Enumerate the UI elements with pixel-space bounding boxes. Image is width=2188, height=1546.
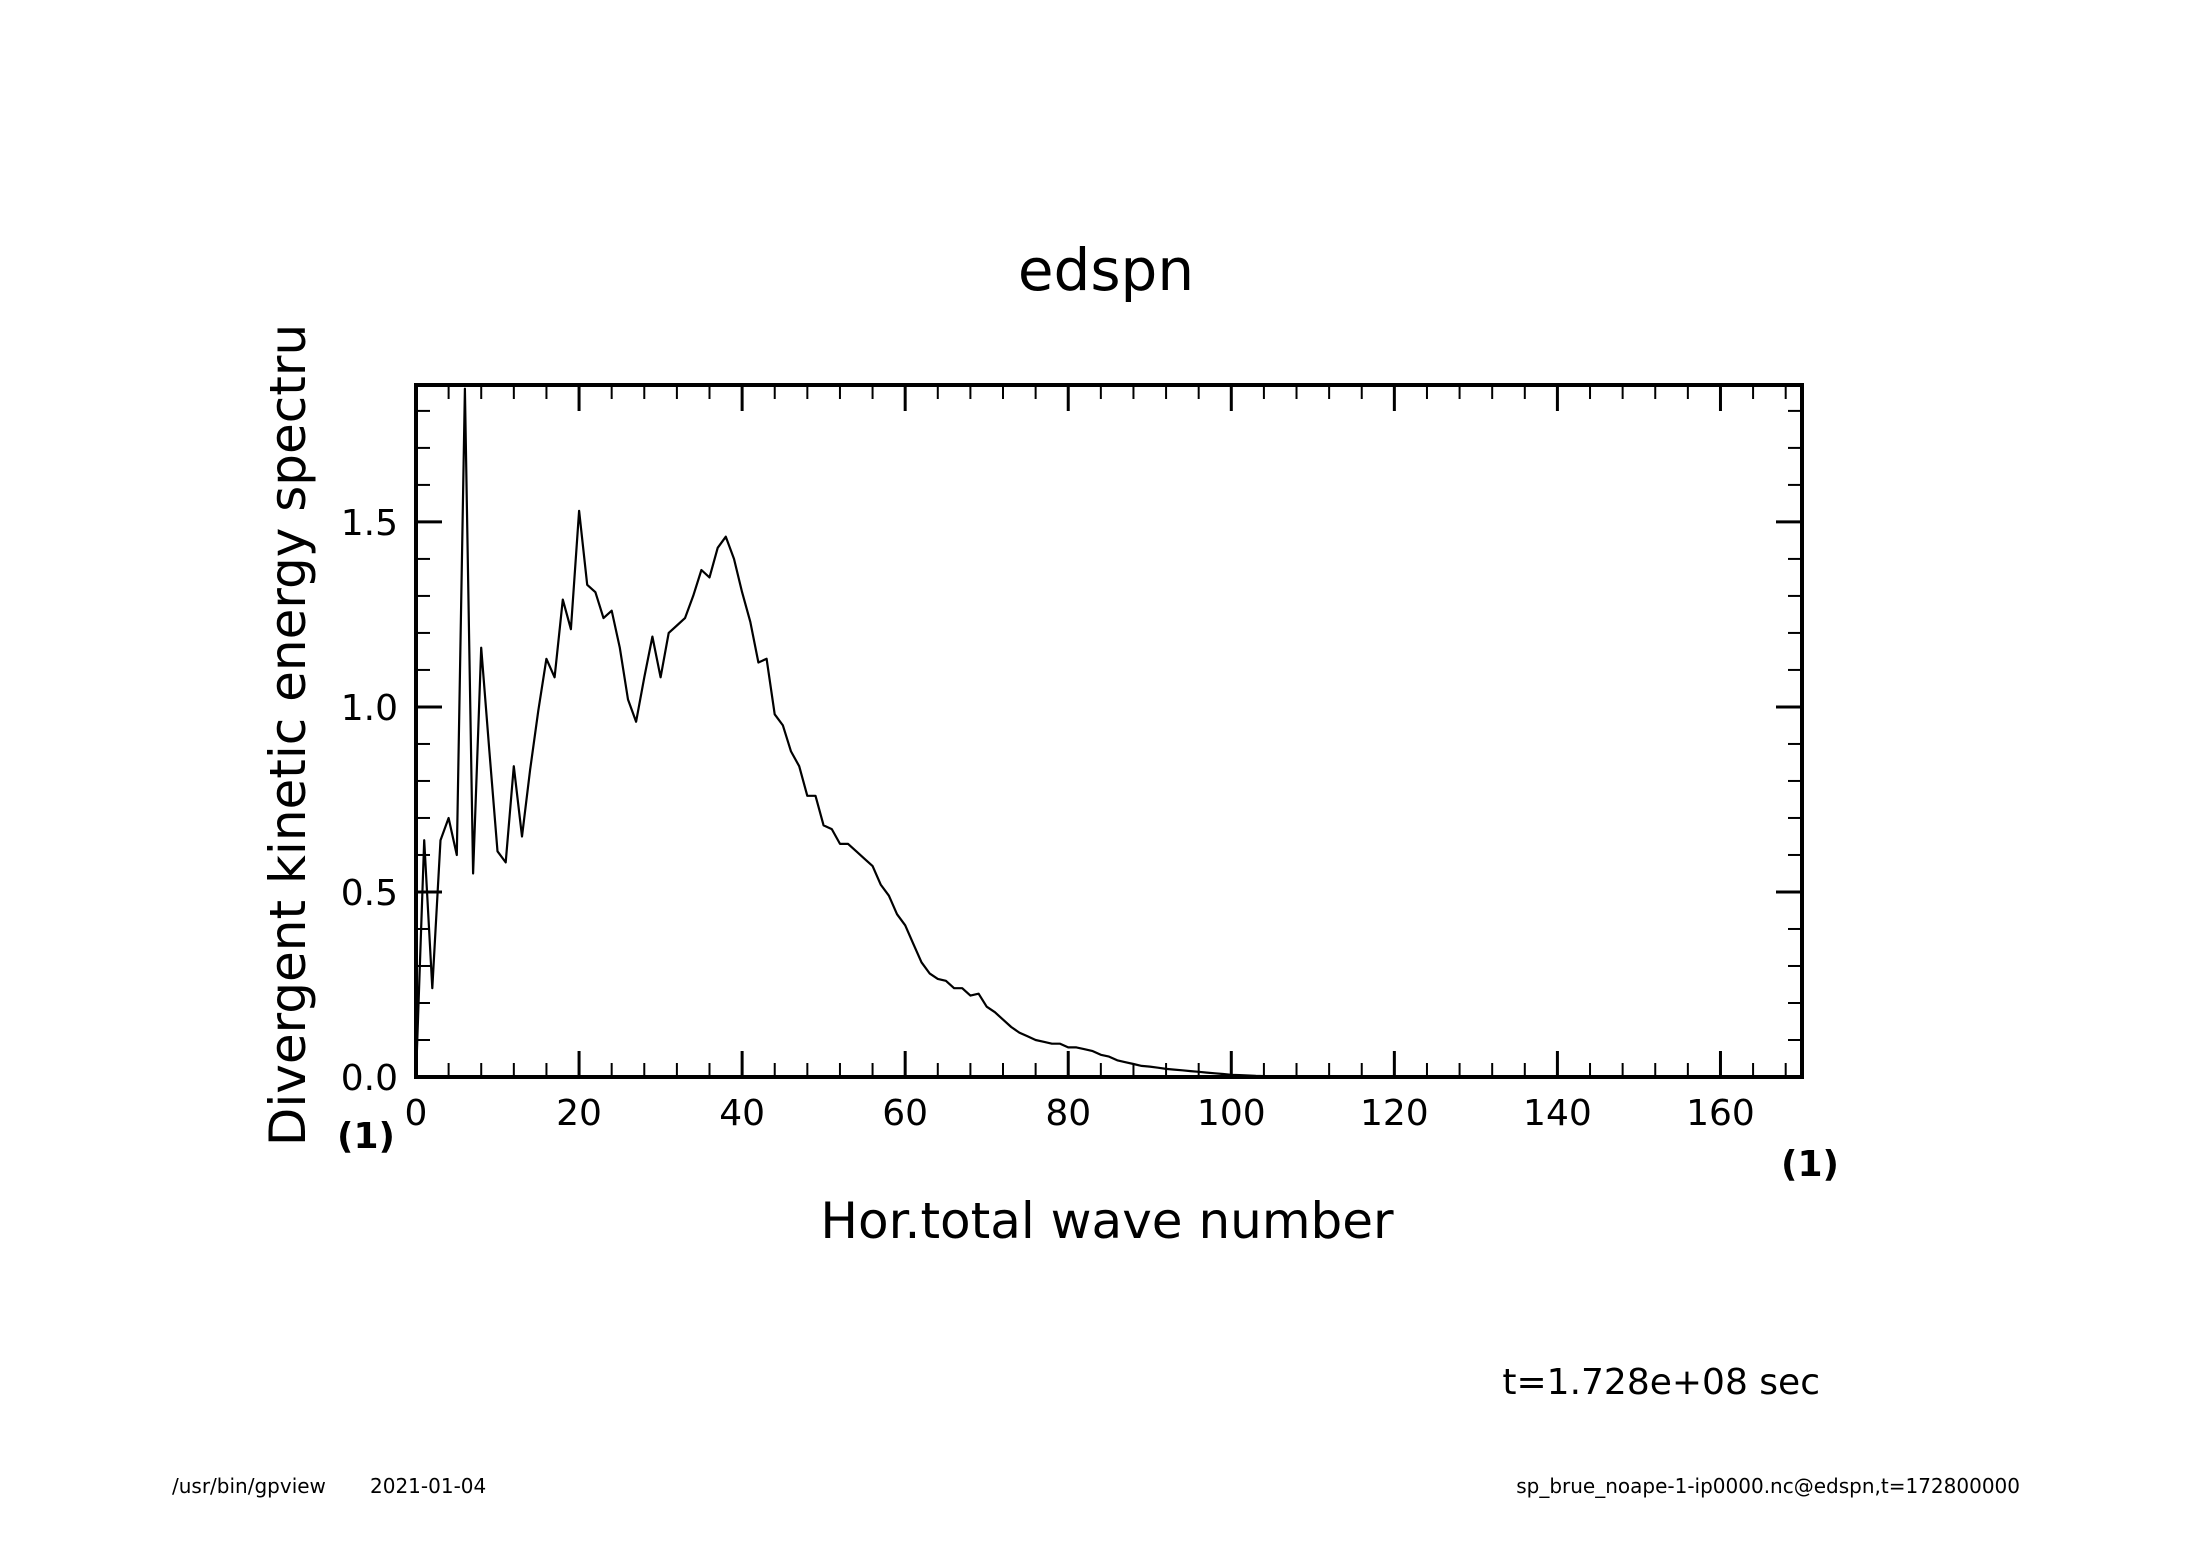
x-tick-label: 160: [1686, 1093, 1755, 1134]
x-tick-label: 140: [1523, 1093, 1592, 1134]
footer-date: 2021-01-04: [370, 1474, 487, 1498]
footer-program: /usr/bin/gpview: [172, 1474, 326, 1498]
plot-frame: [414, 383, 1804, 1079]
x-tick-label: 80: [1045, 1093, 1091, 1134]
x-tick-label: 60: [882, 1093, 928, 1134]
x-tick-label: 120: [1360, 1093, 1429, 1134]
x-tick-label: 20: [556, 1093, 602, 1134]
series-line: [414, 387, 1802, 1079]
time-annotation: t=1.728e+08 sec: [1502, 1362, 1820, 1403]
x-axis-label: Hor.total wave number: [820, 1192, 1394, 1250]
y-tick-label: 1.0: [341, 688, 398, 729]
x-tick-label: 0: [405, 1093, 428, 1134]
y-axis-label: Divergent kinetic energy spectru: [259, 324, 317, 1146]
axis-ticks: [414, 385, 1802, 1079]
x-unit-label: (1): [1781, 1144, 1839, 1185]
chart-title: edspn: [1018, 236, 1194, 304]
y-unit-label: (1): [337, 1116, 395, 1157]
y-tick-label: 0.5: [341, 873, 398, 914]
x-tick-label: 40: [719, 1093, 765, 1134]
y-tick-label: 0.0: [341, 1058, 398, 1099]
axis-tick-labels: 0 20 40 60 80 100 120 140 160 0.0 0.5 1.0 1.5: [341, 503, 1755, 1134]
y-tick-label: 1.5: [341, 503, 398, 544]
footer-source: sp_brue_noape-1-ip0000.nc@edspn,t=172800…: [1516, 1474, 2020, 1498]
x-tick-label: 100: [1197, 1093, 1266, 1134]
